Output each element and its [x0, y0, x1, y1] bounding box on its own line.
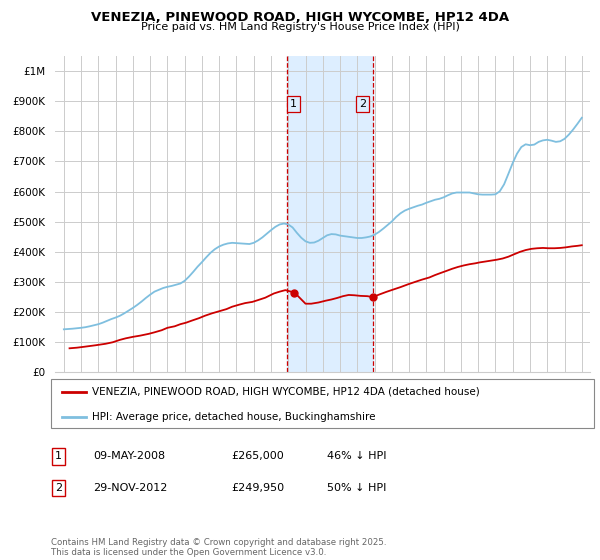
Text: 2: 2 [55, 483, 62, 493]
Text: 2: 2 [359, 99, 366, 109]
Text: £249,950: £249,950 [231, 483, 284, 493]
Text: 29-NOV-2012: 29-NOV-2012 [93, 483, 167, 493]
Text: 1: 1 [290, 99, 297, 109]
Text: 09-MAY-2008: 09-MAY-2008 [93, 451, 165, 461]
Text: 1: 1 [55, 451, 62, 461]
Text: 46% ↓ HPI: 46% ↓ HPI [327, 451, 386, 461]
Bar [287, 56, 373, 372]
Text: £265,000: £265,000 [231, 451, 284, 461]
Text: 50% ↓ HPI: 50% ↓ HPI [327, 483, 386, 493]
Text: Price paid vs. HM Land Registry's House Price Index (HPI): Price paid vs. HM Land Registry's House … [140, 22, 460, 32]
Text: HPI: Average price, detached house, Buckinghamshire: HPI: Average price, detached house, Buck… [92, 412, 375, 422]
Text: VENEZIA, PINEWOOD ROAD, HIGH WYCOMBE, HP12 4DA: VENEZIA, PINEWOOD ROAD, HIGH WYCOMBE, HP… [91, 11, 509, 24]
Text: Contains HM Land Registry data © Crown copyright and database right 2025.
This d: Contains HM Land Registry data © Crown c… [51, 538, 386, 557]
Text: VENEZIA, PINEWOOD ROAD, HIGH WYCOMBE, HP12 4DA (detached house): VENEZIA, PINEWOOD ROAD, HIGH WYCOMBE, HP… [92, 387, 479, 397]
